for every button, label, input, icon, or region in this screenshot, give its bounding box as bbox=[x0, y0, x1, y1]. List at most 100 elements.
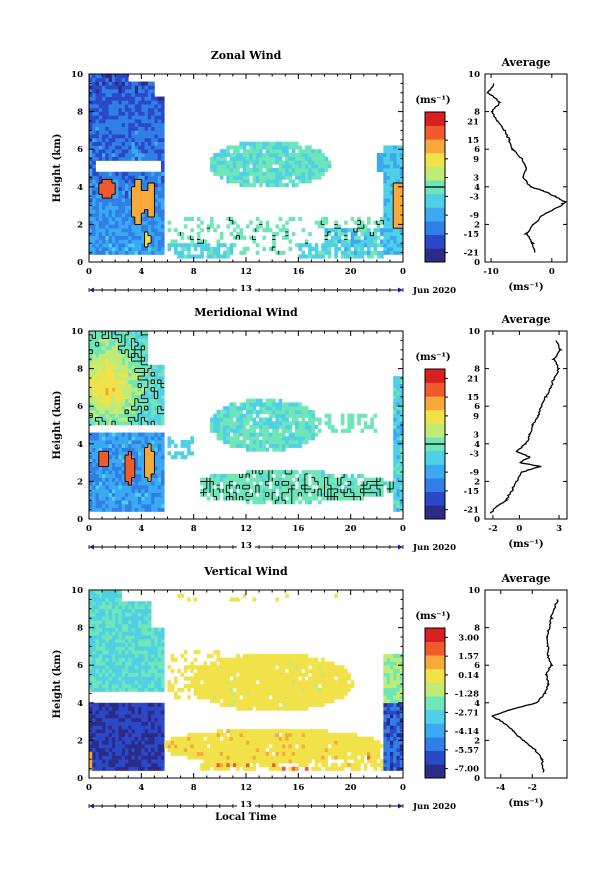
heatmap-cell bbox=[216, 164, 221, 169]
heatmap-cell bbox=[157, 368, 162, 373]
heatmap-cell bbox=[288, 443, 293, 448]
heatmap-cell bbox=[141, 338, 145, 343]
heatmap-cell bbox=[255, 443, 260, 448]
heatmap-cell bbox=[95, 372, 100, 377]
heatmap-cell bbox=[95, 115, 100, 120]
heatmap-cell bbox=[144, 394, 149, 400]
heatmap-cell bbox=[92, 631, 96, 636]
heatmap-cell bbox=[252, 406, 257, 411]
heatmap-cell bbox=[141, 89, 145, 94]
heatmap-cell bbox=[268, 156, 273, 161]
heatmap-cell bbox=[249, 436, 253, 441]
heatmap-cell bbox=[144, 190, 149, 195]
heatmap-cell bbox=[147, 398, 152, 403]
y-tick-label: 8 bbox=[77, 108, 83, 118]
heatmap-cell bbox=[151, 224, 155, 229]
heatmap-cell bbox=[272, 246, 276, 252]
heatmap-cell bbox=[89, 455, 93, 460]
heatmap-cell bbox=[265, 160, 270, 165]
heatmap-cell bbox=[134, 492, 139, 497]
heatmap-cell bbox=[190, 216, 195, 221]
heatmap-cell bbox=[98, 676, 103, 681]
heatmap-cell bbox=[98, 224, 103, 229]
heatmap-cell bbox=[226, 425, 230, 430]
heatmap-cell bbox=[138, 391, 142, 396]
heatmap-cell bbox=[314, 164, 319, 169]
heatmap-cell bbox=[154, 402, 159, 407]
heatmap-cell bbox=[393, 183, 397, 188]
heatmap-cell bbox=[151, 194, 155, 199]
heatmap-cell bbox=[118, 364, 123, 369]
heatmap-cell bbox=[128, 81, 132, 86]
heatmap-cell bbox=[147, 175, 152, 180]
heatmap-cell bbox=[281, 413, 286, 418]
heatmap-cell bbox=[118, 740, 123, 745]
heatmap-cell bbox=[108, 451, 113, 456]
heatmap-cell bbox=[121, 205, 126, 210]
heatmap-cell bbox=[154, 440, 159, 445]
heatmap-cell bbox=[121, 608, 126, 613]
heatmap-cell bbox=[252, 171, 257, 176]
heatmap-cell bbox=[314, 156, 319, 161]
heatmap-cell bbox=[144, 220, 149, 225]
heatmap-cell bbox=[89, 680, 93, 685]
heatmap-cell bbox=[389, 198, 394, 203]
heatmap-cell bbox=[242, 168, 247, 173]
heatmap-cell bbox=[105, 387, 109, 392]
heatmap-cell bbox=[249, 425, 253, 430]
heatmap-cell bbox=[105, 235, 109, 240]
heatmap-cell bbox=[229, 473, 234, 478]
heatmap-cell bbox=[160, 421, 165, 426]
heatmap-cell bbox=[154, 130, 159, 135]
heatmap-cell bbox=[118, 759, 123, 764]
heatmap-cell bbox=[98, 744, 103, 749]
heatmap-cell bbox=[353, 243, 358, 248]
heatmap-cell bbox=[115, 668, 119, 674]
heatmap-cell bbox=[370, 235, 374, 240]
heatmap-cell bbox=[291, 488, 296, 494]
heatmap-cell bbox=[311, 477, 316, 482]
heatmap-cell bbox=[383, 198, 387, 203]
heatmap-cell bbox=[95, 627, 100, 632]
heatmap-cell bbox=[157, 149, 162, 154]
heatmap-cell bbox=[380, 231, 384, 237]
heatmap-cell bbox=[255, 175, 260, 180]
heatmap-cell bbox=[138, 714, 142, 719]
heatmap-cell bbox=[187, 440, 191, 445]
heatmap-cell bbox=[92, 717, 96, 722]
heatmap-cell bbox=[111, 462, 116, 467]
heatmap-cell bbox=[138, 179, 142, 184]
heatmap-cell bbox=[115, 740, 119, 745]
heatmap-cell bbox=[311, 413, 316, 418]
heatmap-cell bbox=[89, 650, 93, 655]
average-frame bbox=[484, 330, 568, 520]
heatmap-cell bbox=[154, 190, 159, 195]
heatmap-cell bbox=[344, 228, 348, 233]
heatmap-cell bbox=[111, 485, 116, 490]
heatmap-cell bbox=[357, 228, 361, 233]
heatmap-cell bbox=[334, 246, 338, 252]
heatmap-cell bbox=[396, 168, 401, 173]
heatmap-cell bbox=[134, 661, 139, 666]
heatmap-cell bbox=[111, 631, 116, 636]
heatmap-cell bbox=[151, 122, 155, 127]
heatmap-cell bbox=[102, 496, 106, 501]
heatmap-cell bbox=[89, 171, 93, 176]
heatmap-cell bbox=[399, 220, 404, 225]
heatmap-cell bbox=[308, 145, 312, 150]
heatmap-cell bbox=[327, 417, 332, 422]
heatmap-cell bbox=[183, 246, 188, 252]
heatmap-cell bbox=[255, 228, 260, 233]
heatmap-cell bbox=[308, 500, 312, 505]
heatmap-cell bbox=[249, 417, 253, 422]
heatmap-cell bbox=[134, 605, 139, 610]
heatmap-cell bbox=[272, 152, 276, 158]
heatmap-cell bbox=[102, 661, 106, 666]
heatmap-cell bbox=[138, 357, 142, 362]
heatmap-cell bbox=[124, 145, 129, 150]
heatmap-cell bbox=[154, 409, 159, 415]
heatmap-cell bbox=[363, 477, 368, 482]
heatmap-cell bbox=[128, 751, 132, 756]
heatmap-cell bbox=[98, 714, 103, 719]
heatmap-cell bbox=[255, 160, 260, 165]
